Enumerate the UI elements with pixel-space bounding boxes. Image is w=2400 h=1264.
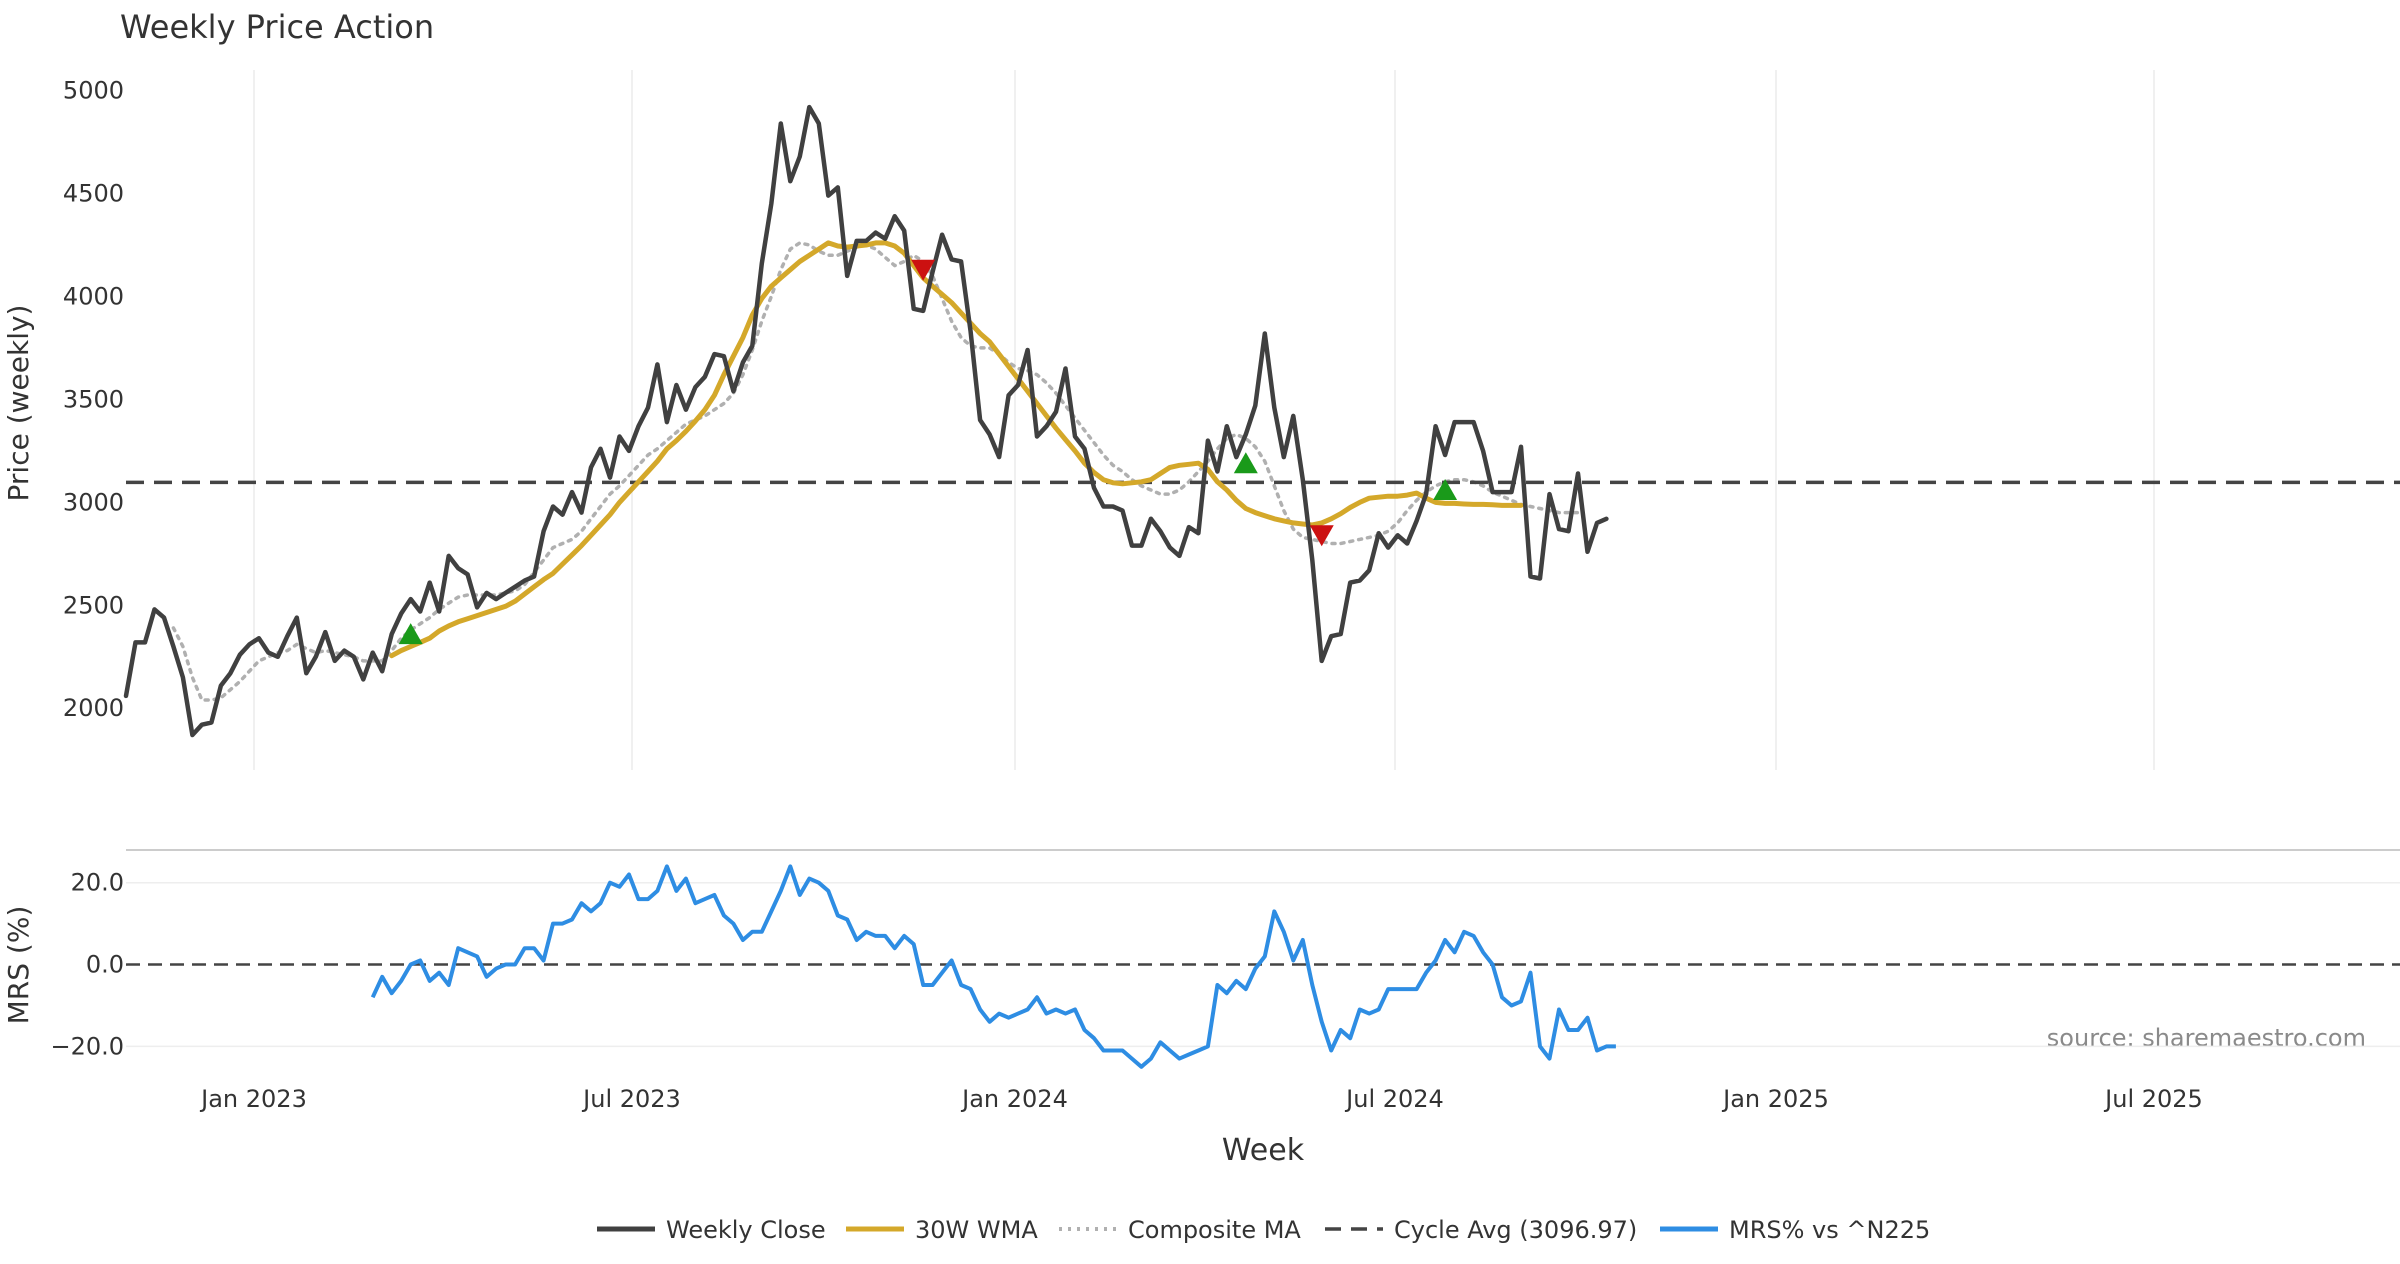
legend-cycle-avg-label: Cycle Avg (3096.97) xyxy=(1394,1216,1637,1244)
axes-layer: Jan 2023 Jul 2023 Jan 2024 Jul 2024 Jan 2025… xyxy=(50,77,2202,1113)
buy-signal-marker xyxy=(398,623,423,645)
x-tick-label: Jul 2025 xyxy=(2103,1085,2203,1113)
legend-weekly-close-label: Weekly Close xyxy=(666,1216,826,1244)
markers-layer xyxy=(398,259,1458,645)
composite-ma-line xyxy=(171,241,1580,702)
x-tick-label: Jul 2024 xyxy=(1344,1085,1444,1113)
buy-signal-marker xyxy=(1433,479,1458,500)
mrs-y-tick-label: 0.0 xyxy=(86,951,124,979)
chart-title: Weekly Price Action xyxy=(120,8,434,46)
mrs-line xyxy=(370,864,1616,1069)
legend-30w-wma-label: 30W WMA xyxy=(915,1216,1038,1244)
sell-signal-marker xyxy=(911,259,936,281)
price-y-axis-label: Price (weekly) xyxy=(2,305,35,502)
x-tick-label: Jan 2024 xyxy=(960,1085,1068,1113)
price-y-tick-label: 2000 xyxy=(63,694,124,722)
weekly-close-line xyxy=(123,104,1609,738)
price-y-tick-label: 5000 xyxy=(63,77,124,105)
sell-signal-marker xyxy=(1309,525,1334,547)
wma-30w-line xyxy=(389,240,1524,659)
mrs-y-tick-label: −20.0 xyxy=(50,1032,124,1060)
mrs-y-axis-label: MRS (%) xyxy=(2,906,35,1025)
x-tick-label: Jan 2025 xyxy=(1721,1085,1829,1113)
x-axis-label: Week xyxy=(1222,1133,1305,1168)
price-y-tick-label: 3000 xyxy=(63,488,124,516)
series-layer xyxy=(123,104,2400,1069)
legend: Weekly Close 30W WMA Composite MA Cycle Avg… xyxy=(597,1216,1930,1244)
mrs-y-tick-label: 20.0 xyxy=(71,869,124,897)
buy-signal-marker xyxy=(1233,452,1258,474)
price-y-tick-label: 2500 xyxy=(63,591,124,619)
legend-composite-ma-label: Composite MA xyxy=(1128,1216,1301,1244)
x-tick-label: Jan 2023 xyxy=(199,1085,307,1113)
price-y-tick-label: 4000 xyxy=(63,282,124,310)
source-text: source: sharemaestro.com xyxy=(2047,1024,2366,1052)
grid-layer xyxy=(126,70,2400,1048)
x-tick-label: Jul 2023 xyxy=(581,1085,681,1113)
price-y-tick-label: 3500 xyxy=(63,385,124,413)
legend-mrs-label: MRS% vs ^N225 xyxy=(1729,1216,1930,1244)
price-y-tick-label: 4500 xyxy=(63,180,124,208)
